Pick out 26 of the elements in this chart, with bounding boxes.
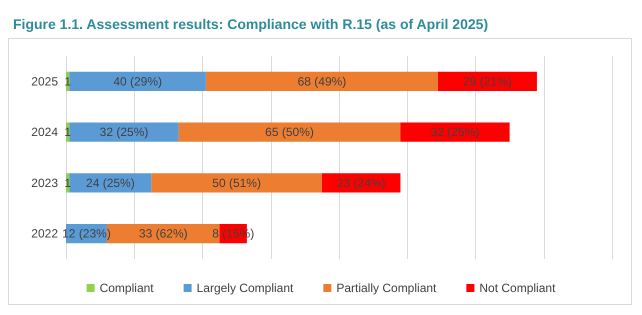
- legend-label: Compliant: [100, 281, 154, 295]
- bar: [178, 122, 400, 142]
- data-label: 68 (49%): [298, 74, 346, 88]
- data-label: 33 (62%): [138, 226, 188, 241]
- bar: [400, 122, 510, 142]
- bar: [438, 72, 537, 92]
- legend-label: Largely Compliant: [196, 281, 294, 295]
- y-tick-label: 2024: [31, 125, 58, 140]
- data-label: 23 (24%): [336, 176, 386, 190]
- data-label: 32 (25%): [100, 125, 148, 140]
- y-tick-label: 2022: [31, 226, 58, 241]
- chart-title: Figure 1.1. Assessment results: Compliance with R.15 (as of April 2025): [13, 16, 488, 32]
- legend-label: Partially Compliant: [336, 281, 438, 295]
- y-tick-label: 2023: [31, 176, 58, 190]
- data-label: 50 (51%): [212, 176, 261, 190]
- data-label: 40 (29%): [113, 74, 162, 88]
- data-label: 65 (50%): [265, 125, 314, 140]
- bar: [69, 122, 179, 142]
- y-tick-label: 2025: [31, 74, 58, 88]
- data-label: 32 (25%): [430, 125, 480, 140]
- bar: [206, 72, 438, 92]
- data-label: 24 (25%): [86, 176, 135, 190]
- bar: [69, 72, 206, 92]
- data-label: 29 (21%): [463, 74, 512, 88]
- legend-label: Not Compliant: [479, 281, 556, 295]
- bar: [151, 173, 322, 193]
